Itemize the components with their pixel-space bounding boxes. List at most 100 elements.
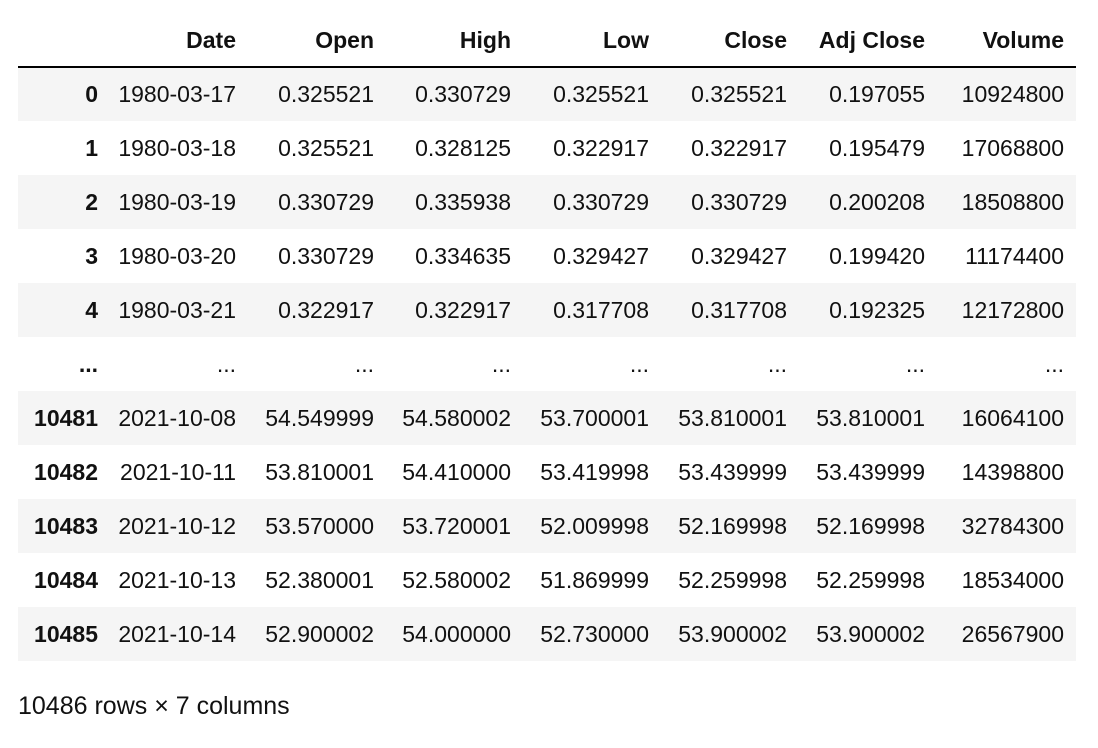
adj-close-cell: 52.259998 [816, 566, 925, 593]
open-cell: ... [354, 350, 374, 377]
dataframe-container: Date Open High Low Close Adj Close Volum… [18, 14, 1076, 661]
low-cell: 51.869999 [540, 566, 649, 593]
high-cell: 0.335938 [415, 188, 511, 215]
open-cell: 53.810001 [265, 458, 374, 485]
volume-cell: ... [1044, 350, 1064, 377]
adj-close-cell: ... [905, 350, 925, 377]
column-header-adj-close: Adj Close [799, 14, 937, 68]
close-cell: 0.330729 [691, 188, 787, 215]
index-header [18, 14, 110, 68]
close-cell: 0.325521 [691, 81, 787, 107]
table-row: 0 1980-03-17 0.325521 0.330729 0.325521 0.325… [18, 67, 1076, 121]
volume-cell: 14398800 [961, 458, 1064, 485]
open-cell: 0.330729 [278, 242, 374, 269]
open-cell: 0.330729 [278, 188, 374, 215]
close-cell: 0.322917 [691, 134, 787, 161]
open-cell: 0.325521 [278, 134, 374, 161]
volume-cell: 12172800 [961, 296, 1064, 323]
volume-cell: 16064100 [961, 404, 1064, 431]
close-cell: 53.439999 [678, 458, 787, 485]
date-cell: 2021-10-13 [118, 566, 236, 593]
row-index: ... [78, 350, 98, 377]
column-header-date: Date [110, 14, 248, 68]
close-cell: 53.810001 [678, 404, 787, 431]
table-shape-caption: 10486 rows × 7 columns [18, 692, 290, 720]
row-index: 4 [85, 296, 98, 323]
high-cell: 0.328125 [415, 134, 511, 161]
column-header-high: High [386, 14, 523, 68]
row-index: 10484 [34, 566, 98, 593]
date-cell: 1980-03-20 [118, 242, 236, 269]
volume-cell: 32784300 [961, 512, 1064, 539]
high-cell: 54.410000 [402, 458, 511, 485]
row-index: 1 [85, 134, 98, 161]
adj-close-cell: 0.199420 [829, 242, 925, 269]
high-cell: 0.322917 [415, 296, 511, 323]
date-cell: 2021-10-11 [120, 458, 236, 485]
table-row: 10482 2021-10-11 53.810001 54.410000 53.4199… [18, 445, 1076, 499]
close-cell: 0.317708 [691, 296, 787, 323]
low-cell: 52.009998 [540, 512, 649, 539]
date-cell: ... [216, 350, 236, 377]
table-row: 4 1980-03-21 0.322917 0.322917 0.317708 0.317… [18, 283, 1076, 337]
high-cell: 0.330729 [415, 81, 511, 107]
date-cell: 2021-10-08 [118, 404, 236, 431]
close-cell: 52.259998 [678, 566, 787, 593]
adj-close-cell: 53.900002 [816, 620, 925, 647]
row-index: 10483 [34, 512, 98, 539]
volume-cell: 10924800 [961, 81, 1064, 107]
table-row: 10483 2021-10-12 53.570000 53.720001 52.0099… [18, 499, 1076, 553]
low-cell: 0.322917 [553, 134, 649, 161]
low-cell: 52.730000 [540, 620, 649, 647]
open-cell: 53.570000 [265, 512, 374, 539]
row-index: 10481 [34, 404, 98, 431]
row-index: 3 [85, 242, 98, 269]
close-cell: 0.329427 [691, 242, 787, 269]
date-cell: 2021-10-14 [118, 620, 236, 647]
table-row: 3 1980-03-20 0.330729 0.334635 0.329427 0.329… [18, 229, 1076, 283]
table-row: 10481 2021-10-08 54.549999 54.580002 53.7000… [18, 391, 1076, 445]
adj-close-cell: 0.192325 [829, 296, 925, 323]
adj-close-cell: 0.200208 [829, 188, 925, 215]
volume-cell: 17068800 [961, 134, 1064, 161]
low-cell: 0.330729 [553, 188, 649, 215]
low-cell: 0.325521 [553, 81, 649, 107]
table-header: Date Open High Low Close Adj Close Volum… [18, 14, 1076, 68]
row-index: 2 [85, 188, 98, 215]
high-cell: ... [491, 350, 511, 377]
column-header-open: Open [248, 14, 386, 68]
date-cell: 1980-03-18 [118, 134, 236, 161]
row-index: 10482 [34, 458, 98, 485]
adj-close-cell: 0.195479 [829, 134, 925, 161]
date-cell: 1980-03-19 [118, 188, 236, 215]
adj-close-cell: 53.810001 [816, 404, 925, 431]
adj-close-cell: 52.169998 [816, 512, 925, 539]
open-cell: 54.549999 [265, 404, 374, 431]
close-cell: 52.169998 [678, 512, 787, 539]
column-header-volume: Volume [937, 14, 1076, 68]
volume-cell: 18534000 [961, 566, 1064, 593]
low-cell: 0.317708 [553, 296, 649, 323]
high-cell: 0.334635 [415, 242, 511, 269]
open-cell: 0.322917 [278, 296, 374, 323]
table-body: 0 1980-03-17 0.325521 0.330729 0.325521 0.325… [18, 67, 1076, 661]
table-row: 1 1980-03-18 0.325521 0.328125 0.322917 0.322… [18, 121, 1076, 175]
open-cell: 52.900002 [265, 620, 374, 647]
table-row: 2 1980-03-19 0.330729 0.335938 0.330729 0.330… [18, 175, 1076, 229]
date-cell: 2021-10-12 [118, 512, 236, 539]
table-row: 10485 2021-10-14 52.900002 54.000000 52.7300… [18, 607, 1076, 661]
volume-cell: 18508800 [961, 188, 1064, 215]
dataframe-table: Date Open High Low Close Adj Close Volum… [18, 14, 1076, 661]
date-cell: 1980-03-21 [118, 296, 236, 323]
low-cell: ... [629, 350, 649, 377]
low-cell: 0.329427 [553, 242, 649, 269]
high-cell: 54.580002 [402, 404, 511, 431]
close-cell: ... [767, 350, 787, 377]
table-row: 10484 2021-10-13 52.380001 52.580002 51.8699… [18, 553, 1076, 607]
volume-cell: 11174400 [965, 242, 1064, 269]
date-cell: 1980-03-17 [118, 81, 236, 107]
ellipsis-row: ........................ [18, 337, 1076, 391]
high-cell: 54.000000 [402, 620, 511, 647]
low-cell: 53.419998 [540, 458, 649, 485]
close-cell: 53.900002 [678, 620, 787, 647]
